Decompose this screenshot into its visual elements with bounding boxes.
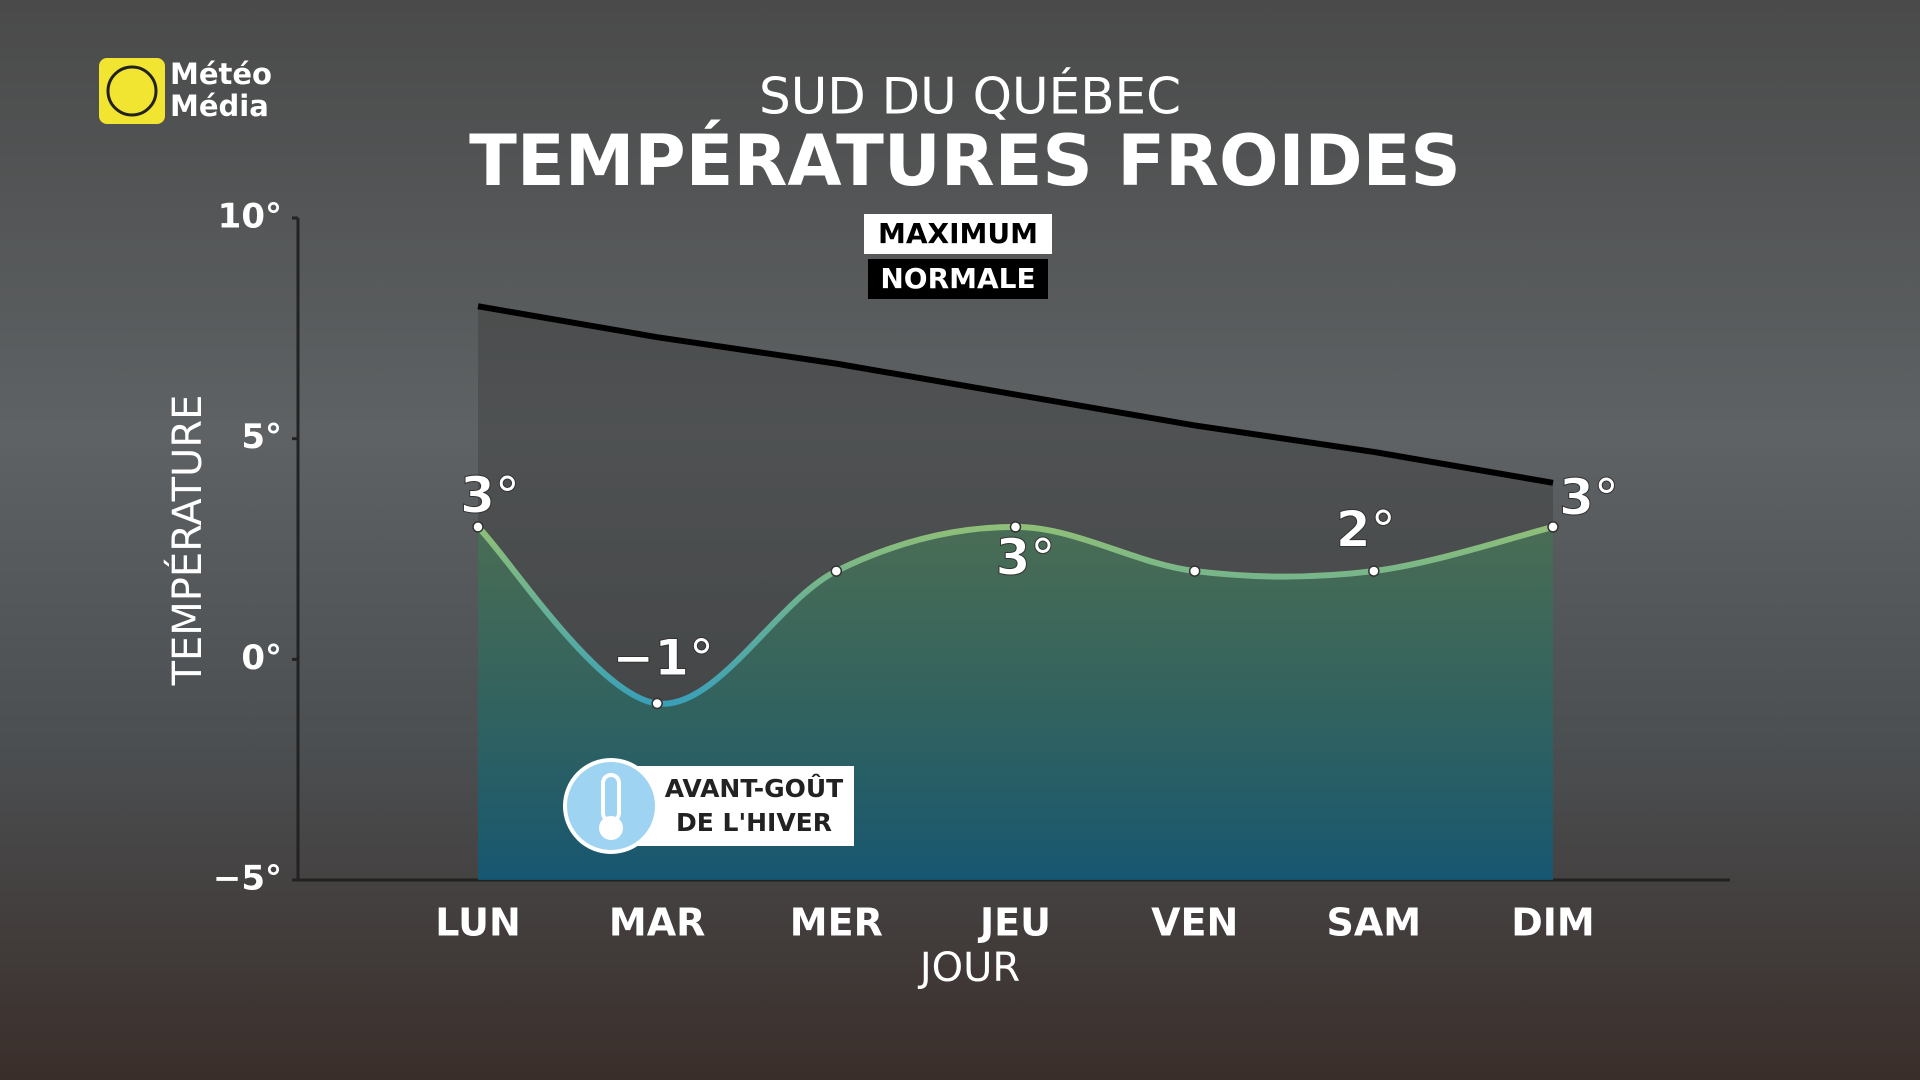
max-point [1188,565,1201,577]
x-tick-label: JEU [977,901,1051,945]
legend-label: MAXIMUM [878,217,1038,250]
data-label: 3° [460,466,520,524]
max-point [1368,565,1380,577]
data-label: −1° [612,629,714,687]
data-label: 2° [1336,501,1396,559]
x-tick-label: DIM [1511,901,1595,945]
annotation-text: DE L'HIVER [676,808,832,837]
x-axis-label: JOUR [917,945,1020,991]
max-point [1547,521,1559,533]
legend-label: NORMALE [880,262,1035,295]
y-tick-label: 0° [241,638,282,678]
y-axis-label: TEMPÉRATURE [163,395,211,687]
y-tick-label: −5° [213,859,282,899]
max-point [651,697,663,710]
legend-box [868,259,1048,299]
normal-gap-area [478,306,1553,704]
annotation-text: AVANT-GOÛT [665,773,843,803]
logo-globe [106,65,158,117]
x-tick-label: MER [790,901,883,945]
y-tick-label: 10° [218,197,282,237]
x-tick-label: VEN [1151,901,1238,945]
chart-title: TEMPÉRATURES FROIDES [469,120,1461,202]
annotation-icon [563,758,659,854]
data-label: 3° [1559,468,1619,526]
chart-subtitle: SUD DU QUÉBEC [759,67,1181,126]
x-tick-label: LUN [435,901,521,945]
normal-line [477,303,1554,486]
logo-text: Météo [170,57,272,91]
logo: Météo Média [99,57,272,124]
legend-box [864,214,1052,254]
thermometer-bulb [599,816,623,840]
data-label: 3° [996,528,1056,586]
max-point [830,565,843,577]
logo-text: Média [170,89,269,123]
y-tick-label: 5° [241,417,282,457]
x-tick-label: MAR [609,901,705,945]
annotation: AVANT-GOÛT DE L'HIVER [563,758,854,854]
max-point [1009,521,1022,533]
x-tick-label: SAM [1327,901,1422,945]
max-point [472,521,484,533]
